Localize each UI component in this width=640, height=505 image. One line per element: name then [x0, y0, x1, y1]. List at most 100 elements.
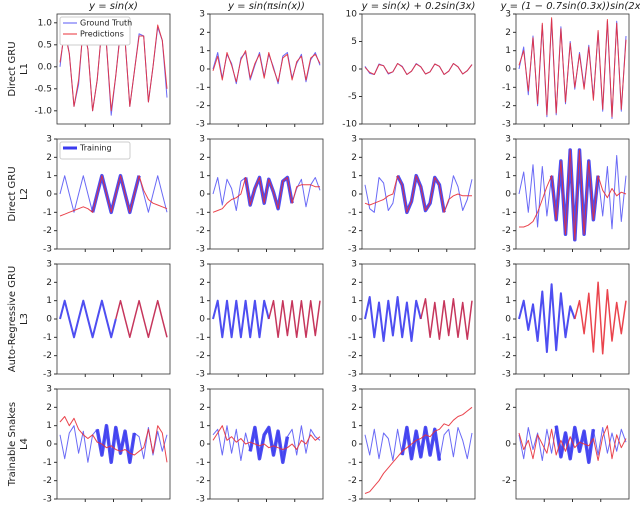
y-tick-label: 3 [351, 260, 357, 270]
series-line [364, 175, 472, 213]
y-tick-label: 2 [199, 28, 205, 38]
series-line [59, 299, 117, 339]
y-tick-label: -3 [196, 495, 205, 505]
legend-box [59, 141, 131, 160]
y-tick-label: 3 [199, 260, 205, 270]
y-tick-label: -1 [43, 208, 52, 218]
y-tick-label: -2 [348, 476, 357, 486]
y-tick-label: -2 [502, 101, 511, 111]
y-tick-label: 1.0 [38, 18, 53, 28]
y-tick-label: 2 [505, 153, 511, 163]
y-tick-label: 1 [199, 421, 205, 431]
series-line [59, 416, 168, 463]
series-line [420, 298, 473, 340]
y-tick-label: 3 [505, 135, 511, 145]
y-tick-label: 0 [505, 65, 511, 75]
series-line [519, 149, 627, 241]
y-tick-label: 0 [505, 190, 511, 200]
y-tick-label: 3 [199, 385, 205, 395]
series-line [518, 425, 627, 461]
y-tick-label: -1 [348, 458, 357, 468]
y-tick-label: -1 [348, 333, 357, 343]
legend: Ground Truth Predictions [59, 16, 132, 46]
plot-frame [361, 263, 476, 375]
legend-label: Predictions [80, 30, 124, 39]
y-tick-label: -1 [502, 208, 511, 218]
y-tick-label: 0 [46, 440, 52, 450]
y-tick-label: 1 [351, 171, 357, 181]
y-axis-label: Direct GRU [7, 166, 18, 221]
y-tick-label: 2 [505, 278, 511, 288]
y-tick-label: 0 [351, 65, 357, 75]
y-tick-label: 3 [199, 10, 205, 20]
y-tick-label: 0 [505, 440, 511, 450]
series-line [212, 50, 321, 83]
y-tick-label: -1 [196, 208, 205, 218]
y-tick-label: 1 [199, 171, 205, 181]
y-tick-label: 0.5 [38, 40, 52, 50]
y-tick-label: -3 [196, 120, 205, 130]
y-tick-label: 1 [199, 296, 205, 306]
legend: Training [59, 141, 131, 160]
y-axis-label: L2 [19, 188, 30, 200]
series-line [554, 425, 596, 465]
y-tick-label: 3 [46, 385, 52, 395]
y-tick-label: -1 [196, 333, 205, 343]
y-tick-label: 0 [199, 315, 205, 325]
y-tick-label: 0 [199, 190, 205, 200]
y-axis-label: Direct GRU [7, 41, 18, 96]
y-tick-label: -3 [43, 370, 52, 380]
panel-title: y = (1 − 0.7sin(0.3x))sin(2x) [500, 1, 640, 12]
y-tick-label: -3 [502, 370, 511, 380]
y-tick-label: -2 [348, 351, 357, 361]
y-tick-label: 3 [351, 135, 357, 145]
y-tick-label: 2 [46, 403, 52, 413]
y-tick-label: -3 [196, 370, 205, 380]
legend-box [59, 16, 131, 46]
series-line [518, 17, 627, 118]
y-tick-label: -0.5 [34, 84, 52, 94]
y-tick-label: -1 [43, 458, 52, 468]
y-tick-label: 3 [46, 135, 52, 145]
y-tick-label: 2 [199, 153, 205, 163]
y-tick-label: 1 [505, 296, 511, 306]
y-tick-label: 1 [46, 296, 52, 306]
y-tick-label: 2 [199, 278, 205, 288]
series-line [95, 423, 137, 465]
y-tick-label: 2 [46, 278, 52, 288]
y-tick-label: 3 [505, 10, 511, 20]
series-line [268, 299, 321, 339]
series-line [59, 175, 168, 217]
y-tick-label: -5 [348, 92, 357, 102]
y-tick-label: 3 [351, 385, 357, 395]
y-tick-label: 0 [46, 315, 52, 325]
series-line [518, 283, 576, 353]
series-line [364, 406, 473, 494]
y-tick-label: -2 [196, 476, 205, 486]
y-tick-label: 0 [351, 315, 357, 325]
legend-label: Ground Truth [80, 19, 132, 28]
series-line [59, 24, 168, 112]
y-tick-label: -2 [43, 351, 52, 361]
y-axis-label: Auto-Regressive GRU [7, 266, 18, 373]
series-line [212, 177, 320, 213]
y-tick-label: -2 [502, 476, 511, 486]
y-tick-label: -1 [502, 83, 511, 93]
plot-frame [361, 13, 476, 125]
y-tick-label: -3 [502, 245, 511, 255]
panel-title: y = sin(x) [88, 1, 138, 12]
y-tick-label: 0 [351, 190, 357, 200]
series-line [364, 63, 473, 75]
y-tick-label: 0 [505, 315, 511, 325]
series-line [364, 296, 422, 342]
y-tick-label: -2 [196, 226, 205, 236]
y-tick-label: -1 [43, 333, 52, 343]
y-tick-label: 2 [505, 28, 511, 38]
y-tick-label: 2 [351, 278, 357, 288]
y-tick-label: 3 [505, 260, 511, 270]
series-line [248, 425, 290, 465]
y-tick-label: -2 [43, 476, 52, 486]
y-tick-label: 10 [346, 10, 358, 20]
y-tick-label: -1 [502, 333, 511, 343]
